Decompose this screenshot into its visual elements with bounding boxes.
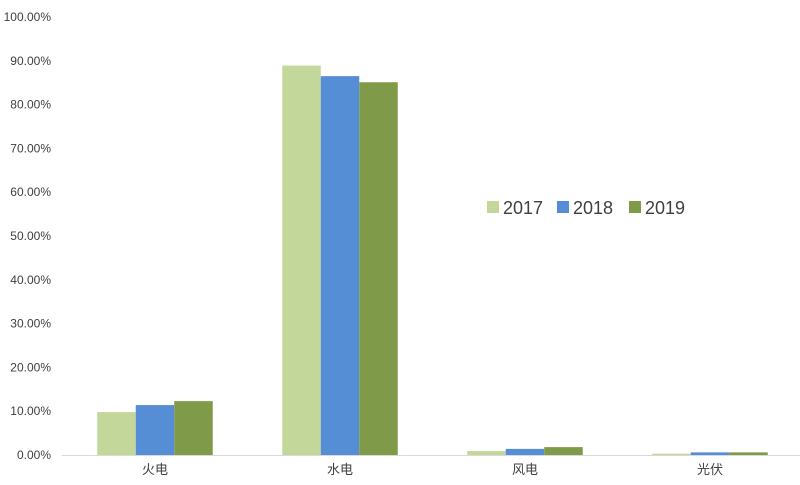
y-axis: 0.00% 10.00% 20.00% 30.00% 40.00% 50.00% 60.00… <box>4 10 52 462</box>
bar-2019-3 <box>729 452 768 455</box>
bar-2019-1 <box>359 82 398 456</box>
x-tick-label: 火电 <box>142 462 168 477</box>
legend-swatch-2018 <box>557 201 569 213</box>
y-tick-label: 30.00% <box>10 317 51 331</box>
y-tick-label: 50.00% <box>10 229 51 243</box>
bar-2017-1 <box>282 65 321 456</box>
bar-2019-2 <box>544 447 583 455</box>
bar-2017-2 <box>467 451 506 455</box>
bars <box>97 65 768 456</box>
y-tick-label: 70.00% <box>10 141 51 155</box>
x-tick-label: 光伏 <box>697 462 723 477</box>
y-tick-label: 0.00% <box>17 448 51 462</box>
y-tick-label: 20.00% <box>10 360 51 374</box>
x-axis: 火电 水电 风电 光伏 <box>142 462 723 477</box>
legend-label: 2017 <box>503 198 543 218</box>
bar-2018-0 <box>135 405 175 455</box>
x-tick-label: 水电 <box>327 462 353 477</box>
y-tick-label: 100.00% <box>4 10 52 24</box>
x-tick-label: 风电 <box>512 462 538 477</box>
bar-2017-0 <box>97 412 136 455</box>
y-tick-label: 10.00% <box>10 404 51 418</box>
legend-label: 2018 <box>573 198 613 218</box>
legend-swatch-2019 <box>629 201 641 213</box>
bar-2018-3 <box>690 452 730 455</box>
legend: 2017 2018 2019 <box>487 198 685 218</box>
y-tick-label: 60.00% <box>10 185 51 199</box>
bar-2019-0 <box>174 401 213 455</box>
bar-2018-1 <box>320 76 360 455</box>
y-tick-label: 40.00% <box>10 273 51 287</box>
bar-2018-2 <box>505 448 545 455</box>
y-tick-label: 80.00% <box>10 98 51 112</box>
y-tick-label: 90.00% <box>10 54 51 68</box>
legend-label: 2019 <box>645 198 685 218</box>
bar-2017-3 <box>652 453 691 455</box>
legend-swatch-2017 <box>487 201 499 213</box>
